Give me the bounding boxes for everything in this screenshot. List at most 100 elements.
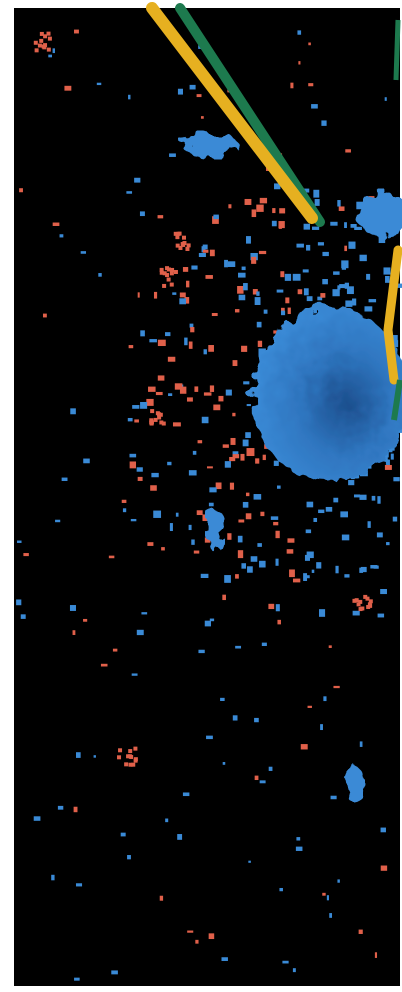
speck [302, 269, 309, 273]
speck [148, 386, 156, 392]
speck [165, 332, 171, 337]
speck [335, 565, 339, 574]
speck [200, 116, 204, 119]
speck [248, 860, 251, 863]
speck [256, 321, 262, 328]
speck [354, 226, 362, 230]
speck [241, 345, 248, 352]
background [14, 8, 400, 986]
speck [380, 827, 386, 833]
speck [131, 673, 138, 676]
speck [302, 310, 306, 313]
speck [228, 204, 232, 209]
speck [262, 454, 266, 461]
speck [127, 754, 132, 759]
speck [224, 461, 231, 468]
speck [232, 715, 238, 721]
speck [34, 48, 39, 53]
speck [209, 618, 215, 622]
speck [100, 663, 108, 667]
speck [196, 510, 203, 516]
speck [359, 494, 367, 500]
speck [311, 569, 315, 573]
speck [322, 892, 326, 896]
speck [297, 30, 302, 35]
blue-cluster [182, 133, 238, 157]
speck [188, 470, 197, 476]
speck [392, 335, 398, 343]
speck [187, 930, 194, 933]
blue-cluster [345, 767, 365, 803]
speck [174, 383, 183, 390]
speck [23, 553, 29, 557]
speck [246, 404, 251, 407]
speck [169, 153, 176, 157]
speck [201, 246, 206, 253]
speck [339, 284, 348, 289]
speck [390, 453, 394, 460]
speck [227, 261, 236, 267]
speck [220, 697, 225, 701]
speck [322, 251, 329, 257]
speck [307, 705, 312, 708]
speck [360, 606, 365, 611]
speck [363, 594, 368, 599]
speck [42, 313, 47, 318]
speck [157, 215, 164, 219]
speck [329, 913, 333, 918]
speck [290, 82, 294, 89]
speck [258, 250, 267, 255]
speck [332, 289, 340, 297]
speck [348, 480, 355, 486]
speck [257, 543, 262, 547]
speck [186, 280, 190, 288]
speck [300, 744, 308, 750]
speck [251, 256, 257, 264]
speck [209, 249, 215, 257]
speck [197, 440, 203, 444]
speck [268, 603, 275, 610]
speck [345, 149, 351, 153]
speck [176, 231, 181, 236]
speck [208, 933, 215, 940]
speck [185, 246, 190, 251]
speck [72, 630, 76, 635]
speck [83, 458, 90, 464]
speck [370, 565, 378, 569]
speck [320, 293, 326, 298]
speck [149, 418, 154, 423]
yellow-streak [383, 245, 402, 385]
speck [213, 214, 219, 220]
speck [184, 297, 190, 304]
speck [246, 236, 251, 244]
speck [394, 283, 402, 288]
speck [126, 191, 133, 194]
speck [198, 649, 205, 654]
speck [346, 286, 354, 295]
speck [177, 834, 183, 840]
speck [323, 696, 327, 702]
speck [392, 516, 398, 522]
speck [129, 461, 137, 469]
speck [162, 283, 167, 288]
speck [250, 556, 258, 562]
speck [131, 762, 136, 767]
speck [292, 273, 301, 281]
speck [149, 421, 154, 426]
speck [303, 573, 308, 582]
speck [47, 36, 52, 41]
speck [260, 511, 265, 517]
speck [306, 244, 311, 251]
speck [191, 539, 195, 545]
speck [73, 806, 78, 813]
speck [241, 563, 247, 569]
speck [120, 832, 126, 837]
speck [137, 292, 140, 298]
speck [229, 456, 236, 462]
blue-cluster [207, 508, 223, 552]
speck [43, 34, 48, 39]
speck [211, 313, 218, 317]
speck [341, 534, 350, 541]
speck [136, 467, 143, 472]
speck [320, 724, 323, 731]
